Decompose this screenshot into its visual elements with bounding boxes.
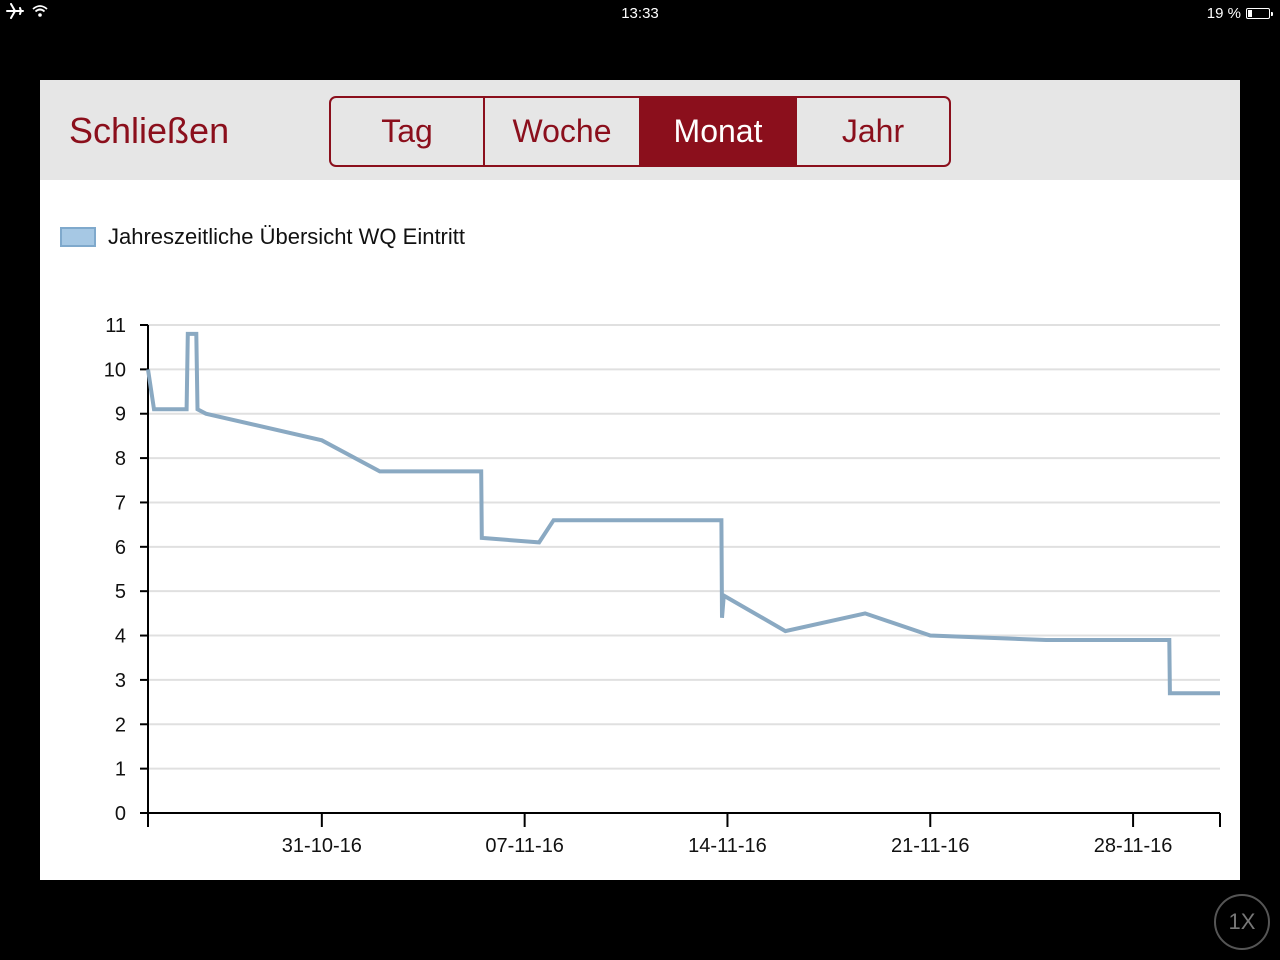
battery-level xyxy=(1248,10,1252,17)
y-tick-label: 6 xyxy=(115,537,126,559)
y-tick-label: 0 xyxy=(115,803,126,825)
airplane-icon xyxy=(6,3,24,23)
y-tick-label: 3 xyxy=(115,670,126,692)
status-time: 13:33 xyxy=(621,5,659,22)
battery-icon xyxy=(1246,8,1273,19)
zoom-badge[interactable]: 1X xyxy=(1214,894,1270,950)
status-left xyxy=(6,3,48,23)
y-tick-label: 8 xyxy=(115,448,126,470)
wifi-icon xyxy=(32,4,48,22)
y-tick-label: 4 xyxy=(115,626,126,648)
battery-percentage: 19 % xyxy=(1206,5,1241,22)
y-tick-label: 10 xyxy=(104,359,126,381)
y-tick-label: 5 xyxy=(115,581,126,603)
legend-label: Jahreszeitliche Übersicht WQ Eintritt xyxy=(108,224,465,249)
close-button[interactable]: Schließen xyxy=(69,110,230,151)
y-tick-label: 9 xyxy=(115,404,126,426)
x-tick-label: 21-11-16 xyxy=(891,835,970,857)
chart-area: Jahreszeitliche Übersicht WQ Eintritt 0 1… xyxy=(40,180,1240,880)
chart-legend[interactable]: Jahreszeitliche Übersicht WQ Eintritt xyxy=(60,224,465,250)
legend-swatch xyxy=(60,227,96,247)
line-chart: 0 1 2 3 4 5 6 7 8 9 10 11 31-10-16 07-11-16 14-11-16 21… xyxy=(104,315,1221,857)
chart-modal: Schließen Tag Woche Monat Jahr Jahreszei… xyxy=(40,80,1240,880)
x-tick-label: 31-10-16 xyxy=(282,835,362,857)
x-tick-label: 14-11-16 xyxy=(688,835,767,857)
y-tick-label: 7 xyxy=(115,492,126,514)
status-right: 19 % xyxy=(1206,5,1273,22)
y-tick-label: 1 xyxy=(115,759,126,781)
period-segmented-control: Tag Woche Monat Jahr xyxy=(329,96,951,167)
segment-jahr[interactable]: Jahr xyxy=(841,113,905,149)
segment-tag[interactable]: Tag xyxy=(331,98,485,165)
series-line xyxy=(146,331,1220,696)
segment-woche[interactable]: Woche xyxy=(485,98,641,165)
segment-monat[interactable]: Monat xyxy=(641,98,797,165)
x-tick-label: 07-11-16 xyxy=(485,835,564,857)
toolbar: Schließen Tag Woche Monat Jahr xyxy=(40,80,1240,180)
y-tick-label: 11 xyxy=(105,315,126,337)
status-bar: 13:33 19 % xyxy=(0,0,1280,28)
x-tick-label: 28-11-16 xyxy=(1094,835,1173,857)
y-tick-label: 2 xyxy=(115,714,126,736)
